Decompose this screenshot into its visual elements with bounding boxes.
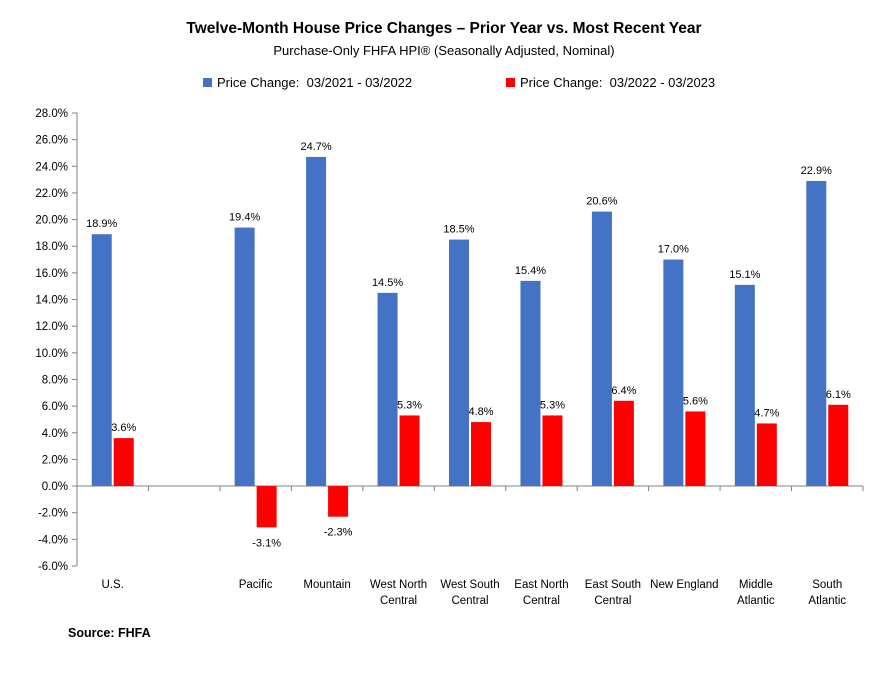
category-label: New England	[650, 579, 718, 591]
legend-swatch-prior-year	[203, 78, 212, 87]
category-label: South	[812, 579, 842, 591]
chart-title: Twelve-Month House Price Changes – Prior…	[186, 20, 702, 37]
data-label-prior-year: 15.4%	[515, 265, 546, 277]
chart-legend: Price Change: 03/2021 - 03/2022 Price Ch…	[0, 75, 888, 95]
category-label: Central	[523, 595, 560, 607]
bar-recent-year	[256, 486, 277, 528]
y-tick-label: 8.0%	[42, 374, 68, 386]
data-label-prior-year: 18.5%	[443, 224, 474, 236]
data-label-prior-year: 17.0%	[658, 244, 689, 256]
bar-recent-year	[613, 400, 634, 487]
data-label-recent-year: -3.1%	[252, 537, 281, 549]
bar-prior-year	[663, 259, 684, 487]
data-label-recent-year: -2.3%	[324, 527, 353, 539]
legend-label-prior-year: Price Change: 03/2021 - 03/2022	[217, 75, 413, 90]
bar-prior-year	[591, 211, 612, 487]
y-tick-label: 12.0%	[35, 321, 68, 333]
data-label-prior-year: 22.9%	[801, 165, 832, 177]
y-tick-label: 4.0%	[42, 428, 68, 440]
y-tick-label: 0.0%	[42, 481, 68, 493]
data-label-recent-year: 4.8%	[468, 406, 493, 418]
data-label-recent-year: 5.3%	[397, 399, 422, 411]
data-label-prior-year: 15.1%	[729, 269, 760, 281]
legend-label-recent-year: Price Change: 03/2022 - 03/2023	[520, 75, 716, 90]
category-label: Pacific	[239, 579, 273, 591]
legend-swatch-recent-year	[506, 78, 515, 87]
category-label: East South	[585, 579, 641, 591]
bar-recent-year	[756, 423, 777, 487]
y-tick-label: -6.0%	[38, 561, 68, 573]
category-label: Middle	[739, 579, 773, 591]
bar-recent-year	[542, 415, 563, 487]
chart-subtitle: Purchase-Only FHFA HPI® (Seasonally Adju…	[273, 43, 615, 58]
category-label: West South	[440, 579, 499, 591]
bar-recent-year	[113, 438, 134, 487]
category-label: Atlantic	[737, 595, 775, 607]
bar-prior-year	[234, 227, 255, 487]
bar-prior-year	[306, 156, 327, 487]
data-label-prior-year: 18.9%	[86, 218, 117, 230]
data-label-recent-year: 3.6%	[111, 422, 136, 434]
category-label: Central	[451, 595, 488, 607]
data-label-prior-year: 14.5%	[372, 277, 403, 289]
bar-prior-year	[806, 180, 827, 487]
y-tick-label: -4.0%	[38, 534, 68, 546]
bar-recent-year	[828, 404, 849, 487]
source-note: Source: FHFA	[68, 626, 151, 640]
category-label: Atlantic	[808, 595, 846, 607]
y-tick-label: 16.0%	[35, 268, 68, 280]
bar-chart: -6.0% -4.0% -2.0% 0.0% 2.0% 4.0% 6.0% 8.0% 10.0%…	[35, 108, 864, 607]
legend-item-recent-year: Price Change: 03/2022 - 03/2023	[506, 75, 715, 90]
bar-prior-year	[734, 284, 755, 487]
y-tick-label: 2.0%	[42, 454, 68, 466]
data-label-recent-year: 6.4%	[611, 385, 636, 397]
y-tick-label: 24.0%	[35, 161, 68, 173]
category-label: West North	[370, 579, 427, 591]
data-label-prior-year: 19.4%	[229, 212, 260, 224]
legend-item-prior-year: Price Change: 03/2021 - 03/2022	[203, 75, 412, 90]
bar-prior-year	[377, 292, 398, 487]
data-label-recent-year: 5.3%	[540, 399, 565, 411]
y-tick-label: 10.0%	[35, 348, 68, 360]
y-tick-label: 26.0%	[35, 135, 68, 147]
y-tick-label: 22.0%	[35, 188, 68, 200]
bar-prior-year	[91, 234, 112, 487]
category-label: Central	[594, 595, 631, 607]
data-label-recent-year: 5.6%	[683, 395, 708, 407]
y-tick-label: 18.0%	[35, 241, 68, 253]
bar-recent-year	[328, 486, 349, 517]
y-tick-label: 6.0%	[42, 401, 68, 413]
y-tick-label: 28.0%	[35, 108, 68, 120]
bar-recent-year	[685, 411, 706, 487]
y-tick-label: -2.0%	[38, 508, 68, 520]
bar-prior-year	[449, 239, 469, 487]
bar-recent-year	[399, 415, 420, 487]
data-label-prior-year: 20.6%	[586, 196, 617, 208]
y-tick-label: 14.0%	[35, 295, 68, 307]
category-label: U.S.	[102, 579, 124, 591]
y-tick-label: 20.0%	[35, 215, 68, 227]
bar-recent-year	[471, 422, 491, 487]
data-label-recent-year: 6.1%	[826, 389, 851, 401]
category-label: East North	[514, 579, 568, 591]
data-label-prior-year: 24.7%	[300, 141, 331, 153]
category-label: Mountain	[303, 579, 350, 591]
bar-prior-year	[520, 280, 541, 487]
data-label-recent-year: 4.7%	[754, 407, 779, 419]
category-label: Central	[380, 595, 417, 607]
